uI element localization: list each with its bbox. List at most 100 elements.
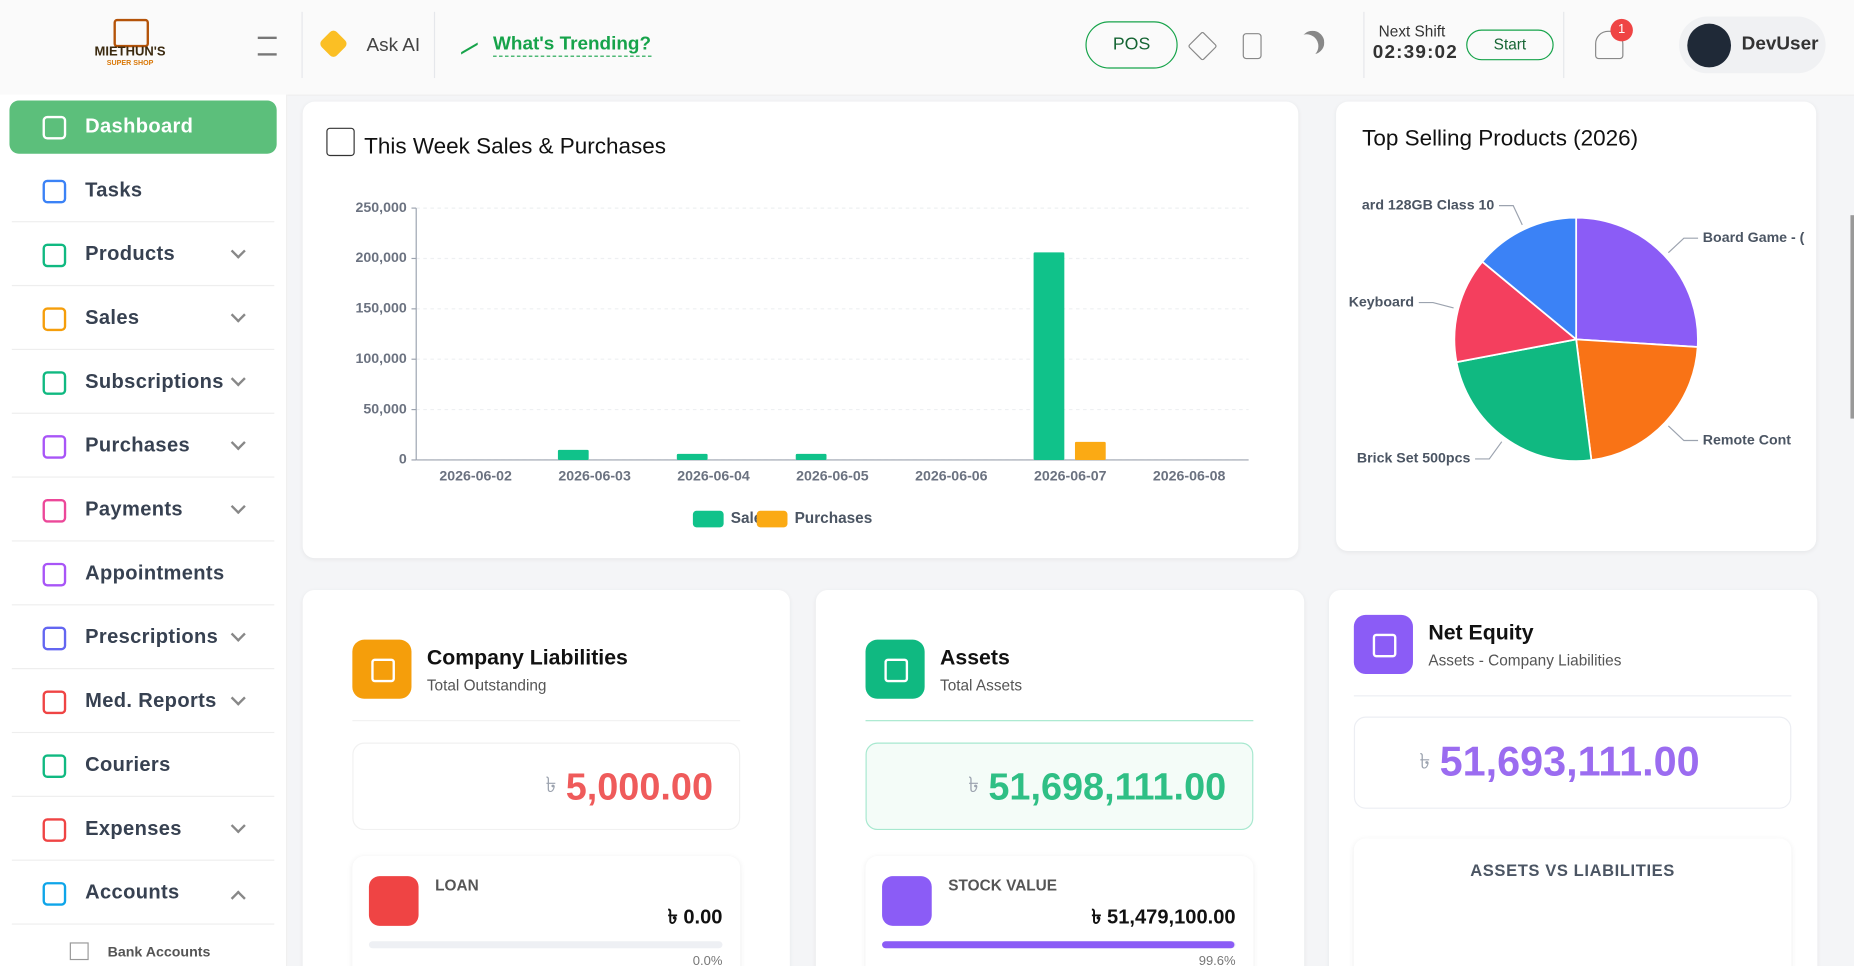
item-icon	[42, 435, 67, 459]
card-icon	[1353, 614, 1413, 674]
item-icon	[42, 179, 67, 204]
item-underline	[11, 604, 275, 606]
menu-item[interactable]: Tasks	[85, 178, 143, 202]
card-subtitle: Total Assets	[940, 676, 1023, 695]
bell-icon[interactable]	[1595, 30, 1624, 60]
item-icon	[42, 498, 67, 523]
notification-badge: 1	[1610, 18, 1633, 42]
item-icon	[42, 115, 67, 140]
divider	[301, 11, 303, 79]
item-icon	[42, 754, 67, 779]
chart-title: This Week Sales & Purchases	[364, 134, 666, 160]
item-value: ৳ 0.00	[667, 905, 723, 929]
item-value: ৳ 51,479,100.00	[1091, 905, 1236, 929]
card-subtitle: Assets - Company Liabilities	[1428, 651, 1622, 670]
item-underline	[11, 412, 275, 414]
card-icon-glyph	[884, 658, 909, 683]
shift-label: Next Shift	[1378, 22, 1446, 41]
item-underline	[11, 795, 275, 797]
card-value: 51,698,111.00	[988, 764, 1227, 807]
item-icon	[42, 882, 67, 906]
menu-item[interactable]: Subscriptions	[85, 370, 224, 393]
item-underline	[11, 668, 275, 670]
menu-item[interactable]: Appointments	[85, 561, 225, 585]
chart-title: Top Selling Products (2026)	[1362, 126, 1639, 152]
menu-item[interactable]: Expenses	[85, 817, 182, 840]
item-icon	[42, 243, 67, 268]
value-box: ৳ 5,000.00	[352, 742, 741, 831]
value-box: ৳ 51,698,111.00	[865, 742, 1254, 831]
card-value: 5,000.00	[565, 764, 713, 807]
sub-item[interactable]: Bank Accounts	[107, 943, 211, 961]
menu-item[interactable]: Sales	[85, 306, 140, 329]
currency: ৳	[1419, 749, 1431, 773]
sidebar	[0, 94, 288, 966]
item-underline	[11, 476, 275, 478]
currency: ৳	[968, 772, 979, 797]
sub-icon	[69, 942, 89, 961]
menu-item[interactable]: Med. Reports	[85, 689, 217, 712]
pos-button[interactable]: POS	[1085, 21, 1178, 69]
item-icon	[42, 626, 67, 651]
menu-item[interactable]: Payments	[85, 497, 183, 521]
item-underline	[11, 221, 275, 223]
card-divider	[865, 720, 1254, 722]
currency: ৳	[545, 772, 557, 797]
item-label: LOAN	[435, 876, 479, 894]
item-icon	[42, 307, 67, 332]
item-underline	[11, 348, 275, 350]
menu-item[interactable]: Purchases	[85, 433, 191, 457]
bar-card	[302, 101, 1299, 559]
menu-item[interactable]: Products	[85, 242, 176, 265]
card-icon-glyph	[371, 658, 395, 683]
card-divider	[352, 720, 741, 722]
active-item	[9, 100, 277, 154]
card-value: 51,693,111.00	[1439, 739, 1700, 786]
item-label: STOCK VALUE	[948, 876, 1058, 894]
progress-track	[368, 941, 723, 949]
header	[0, 0, 1854, 96]
avatar	[1687, 23, 1732, 68]
item-icon	[42, 818, 67, 842]
item-underline	[11, 540, 275, 542]
menu-item[interactable]: Prescriptions	[85, 625, 219, 648]
item-icon	[882, 876, 932, 926]
item-icon	[42, 371, 67, 395]
card-title: Company Liabilities	[426, 645, 628, 670]
item-underline	[11, 731, 275, 734]
menu-item[interactable]: Accounts	[85, 880, 180, 904]
start-button[interactable]: Start	[1466, 29, 1554, 61]
progress-label: 0.0%	[692, 954, 723, 966]
card-title: Net Equity	[1428, 620, 1534, 645]
user-name: DevUser	[1741, 34, 1819, 55]
card-subtitle: Total Outstanding	[426, 676, 547, 695]
item-underline	[11, 923, 275, 925]
section-title: ASSETS VS LIABILITIES	[1470, 860, 1675, 880]
progress-bar	[882, 941, 1235, 949]
pie-card	[1336, 101, 1817, 551]
divider	[1363, 11, 1365, 79]
progress-label: 99.6%	[1198, 954, 1236, 966]
calculator-icon[interactable]	[1242, 33, 1262, 60]
menu-icon	[257, 36, 277, 56]
item-underline	[11, 284, 275, 287]
item-icon	[42, 690, 67, 715]
scrollbar	[1850, 215, 1854, 419]
ask-ai[interactable]: Ask AI	[366, 35, 421, 56]
divider	[433, 11, 436, 79]
shift-time: 02:39:02	[1372, 42, 1458, 63]
item-underline	[11, 859, 275, 861]
item-icon	[368, 876, 419, 926]
section-box	[1353, 838, 1792, 966]
item-icon	[42, 562, 67, 587]
card-icon	[865, 639, 925, 699]
value-box: ৳ 51,693,111.00	[1353, 716, 1792, 809]
calendar-icon	[326, 127, 355, 157]
menu-item[interactable]: Dashboard	[85, 114, 194, 138]
brand-sub: SUPER SHOP	[106, 60, 154, 68]
menu-item[interactable]: Couriers	[85, 753, 171, 776]
trending[interactable]: What's Trending?	[493, 34, 652, 57]
theme-icon[interactable]	[1301, 31, 1325, 55]
